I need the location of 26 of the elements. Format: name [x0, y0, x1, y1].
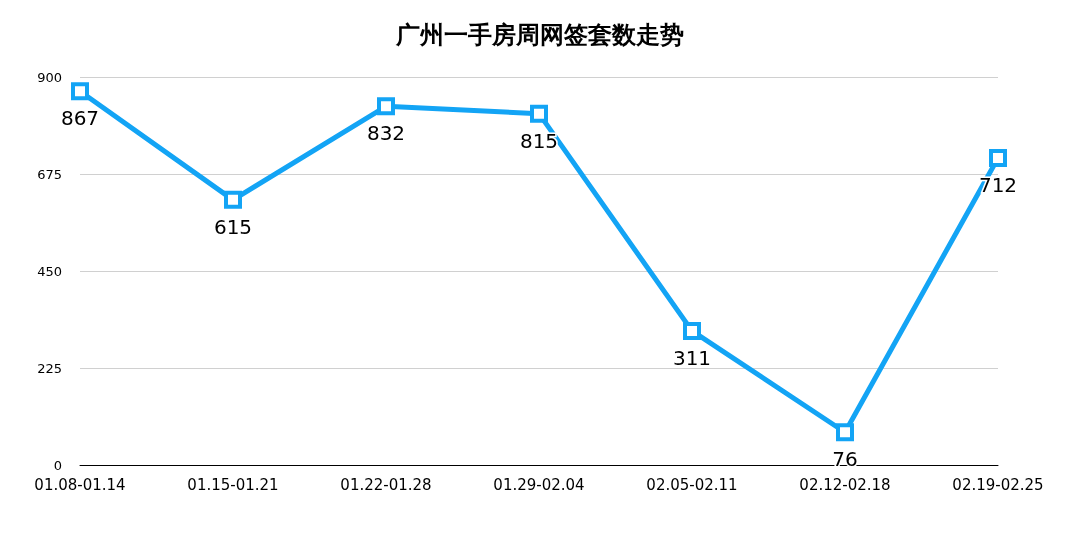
point	[836, 423, 854, 442]
x-tick-label: 01.15-01.21	[187, 475, 279, 494]
data-label: 311	[672, 345, 712, 370]
x-tick-label: 01.22-01.28	[340, 475, 432, 494]
point	[377, 97, 395, 116]
point	[530, 104, 548, 123]
point	[989, 149, 1007, 168]
point	[71, 82, 89, 101]
x-tick-label: 02.19-02.25	[952, 475, 1044, 494]
data-label: 76	[832, 447, 858, 472]
y-tick-label: 900	[37, 69, 62, 85]
y-tick-label: 450	[37, 263, 62, 279]
point	[224, 190, 242, 209]
data-label: 615	[213, 214, 253, 239]
x-tick-label: 02.12-02.18	[799, 475, 891, 494]
data-label: 832	[366, 121, 406, 146]
data-label: 815	[519, 128, 559, 153]
chart-title: 广州一手房周网签套数走势	[395, 21, 684, 49]
y-tick-label: 0	[53, 457, 62, 473]
x-tick-label: 01.29-02.04	[493, 475, 585, 494]
y-tick-label: 675	[37, 166, 62, 182]
data-label: 867	[60, 106, 100, 131]
point	[683, 321, 701, 340]
x-tick-label: 02.05-02.11	[646, 475, 738, 494]
x-tick-label: 01.08-01.14	[34, 475, 126, 494]
y-tick-label: 225	[37, 360, 62, 376]
